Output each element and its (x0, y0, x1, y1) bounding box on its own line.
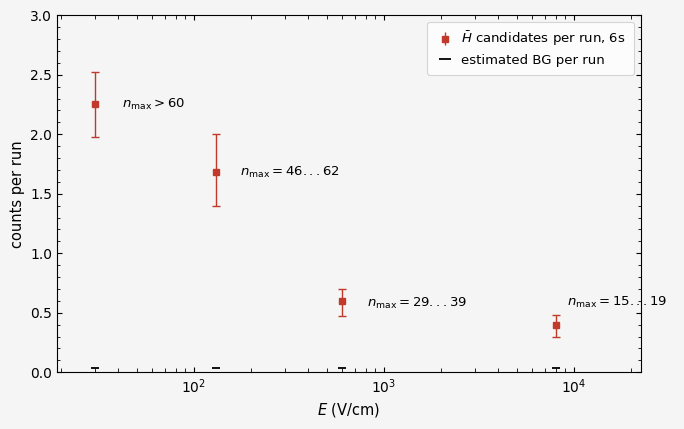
Text: $n_\mathrm{max}{=}15{...}19$: $n_\mathrm{max}{=}15{...}19$ (567, 294, 668, 310)
Text: $n_\mathrm{max}{=}29{...}39$: $n_\mathrm{max}{=}29{...}39$ (367, 296, 466, 311)
Text: $n_\mathrm{max}{>}60$: $n_\mathrm{max}{>}60$ (122, 97, 185, 112)
Text: $n_\mathrm{max}{=}46{...}62$: $n_\mathrm{max}{=}46{...}62$ (240, 165, 341, 180)
Y-axis label: counts per run: counts per run (10, 140, 25, 248)
Legend: $\bar{H}$ candidates per run, 6s, estimated BG per run: $\bar{H}$ candidates per run, 6s, estima… (427, 22, 634, 75)
X-axis label: $E$ (V/cm): $E$ (V/cm) (317, 401, 380, 419)
